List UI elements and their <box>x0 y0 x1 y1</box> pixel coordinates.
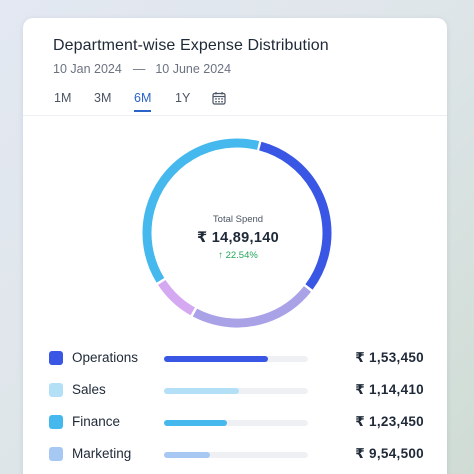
tab-1m[interactable]: 1M <box>54 91 72 105</box>
department-amount: ₹ 1,14,410 <box>355 382 424 397</box>
department-amount: ₹ 1,53,450 <box>355 350 424 365</box>
progress-track <box>164 420 308 426</box>
legend-swatch <box>49 447 63 461</box>
expense-donut-chart <box>127 123 347 343</box>
tab-6m[interactable]: 6M <box>134 91 152 112</box>
donut-segment-sales[interactable] <box>127 123 347 343</box>
progress-track <box>164 452 308 458</box>
date-end: 10 June 2024 <box>155 62 232 76</box>
tab-1y[interactable]: 1Y <box>175 91 191 105</box>
calendar-icon[interactable] <box>212 91 226 105</box>
progress-fill <box>164 356 268 362</box>
up-arrow-icon: ↑ <box>218 250 223 261</box>
legend-swatch <box>49 383 63 397</box>
legend-swatch <box>49 415 63 429</box>
donut-segment-finance[interactable] <box>127 123 347 343</box>
progress-track <box>164 356 308 362</box>
progress-fill <box>164 420 228 426</box>
department-name: Marketing <box>72 446 132 461</box>
department-amount: ₹ 9,54,500 <box>355 446 424 461</box>
date-range[interactable]: 10 Jan 2024 — 10 June 2024 <box>53 62 231 76</box>
department-name: Finance <box>72 414 121 429</box>
department-row[interactable]: Marketing ₹ 9,54,500 <box>49 446 429 464</box>
expense-card: Department-wise Expense Distribution 10 … <box>23 18 447 474</box>
date-start: 10 Jan 2024 <box>53 62 122 76</box>
date-separator: — <box>132 62 146 76</box>
department-amount: ₹ 1,23,450 <box>355 414 424 429</box>
card-title: Department-wise Expense Distribution <box>53 37 329 54</box>
department-name: Operations <box>72 350 139 365</box>
change-percent: 22.54% <box>225 250 258 261</box>
progress-track <box>164 388 308 394</box>
total-spend-label: Total Spend <box>212 214 264 225</box>
period-tabs: 1M 3M 6M 1Y <box>23 89 447 116</box>
department-name: Sales <box>72 382 106 397</box>
total-spend-value: ₹ 14,89,140 <box>197 230 279 246</box>
department-row[interactable]: Sales ₹ 1,14,410 <box>49 382 429 400</box>
legend-swatch <box>49 351 63 365</box>
change-indicator: ↑ 22.54% <box>138 250 338 261</box>
department-row[interactable]: Operations ₹ 1,53,450 <box>49 350 429 368</box>
progress-fill <box>164 452 211 458</box>
department-row[interactable]: Finance ₹ 1,23,450 <box>49 414 429 432</box>
progress-fill <box>164 388 239 394</box>
tab-3m[interactable]: 3M <box>94 91 112 105</box>
